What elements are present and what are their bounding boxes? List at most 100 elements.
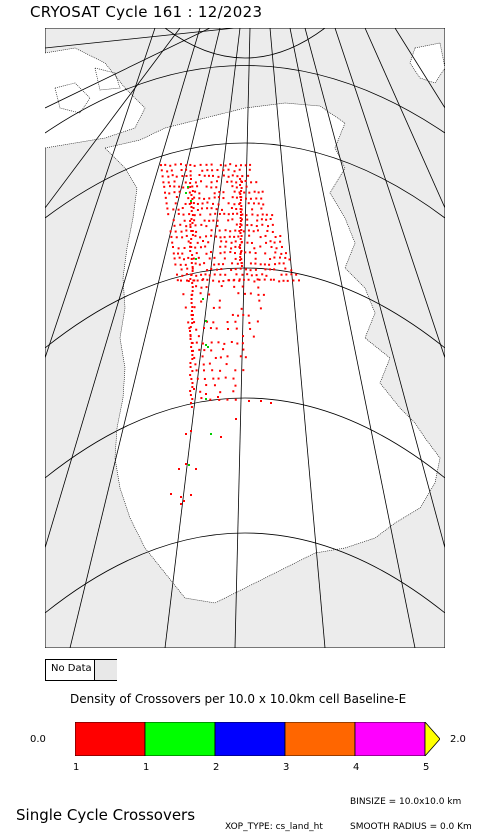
crossover-point [219,369,222,372]
crossover-point [240,208,243,211]
crossover-point [206,320,209,323]
crossover-point [282,262,285,265]
crossover-point [190,298,193,300]
crossover-point [249,262,252,265]
crossover-point [193,164,196,167]
crossover-point [191,354,194,356]
crossover-point [189,390,192,392]
crossover-point [213,273,216,276]
crossover-point [189,362,192,364]
crossover-point [249,292,252,295]
crossover-point [200,397,203,400]
crossover-point [239,251,242,254]
crossover-point [212,321,215,324]
scale-tick-label: 5 [423,762,430,773]
crossover-point [211,174,214,177]
crossover-point [280,245,283,248]
crossover-point [180,496,182,498]
crossover-point [238,203,241,206]
crossover-point [170,235,173,238]
crossover-point [182,293,185,296]
crossover-point [174,263,177,266]
crossover-point [203,262,206,265]
crossover-point [203,349,206,352]
crossover-point [267,225,270,228]
crossover-point [219,391,222,394]
crossover-point [186,279,189,282]
crossover-point [211,369,214,372]
coastlines [45,42,445,604]
crossover-point [238,278,241,281]
crossover-point [220,240,223,243]
crossover-point [193,306,196,309]
smooth-radius-label: SMOOTH RADIUS = 0.0 Km [350,822,472,832]
crossover-point [181,274,184,277]
color-scale-bar [75,722,440,756]
crossover-point [231,212,234,215]
crossover-point [231,196,234,199]
crossover-point [239,232,242,234]
crossover-point [256,214,259,217]
crossover-point [167,175,170,178]
crossover-point [227,168,230,171]
crossover-point [272,278,275,281]
crossover-point [268,263,271,266]
crossover-point [199,236,202,239]
crossover-point [208,274,211,277]
crossover-point [213,256,216,259]
crossover-point [185,192,187,194]
crossover-point [251,208,254,211]
crossover-point [189,186,192,188]
crossover-point [196,202,199,205]
crossover-point [254,268,257,271]
crossover-point [184,263,187,266]
crossover-point [205,320,207,322]
crossover-point [190,346,193,348]
crossover-point [240,241,243,243]
crossover-point [205,235,208,238]
crossover-point [189,242,192,244]
crossover-point [257,293,260,296]
crossover-point [191,266,194,268]
crossover-point [189,326,192,328]
crossover-point [191,386,194,388]
crossover-point [180,169,183,172]
density-title: Density of Crossovers per 10.0 x 10.0km … [70,692,407,706]
crossover-point [191,254,194,256]
greenland-land [105,103,440,603]
crossover-point [216,224,219,227]
crossover-point [170,169,173,172]
crossover-point [199,213,202,216]
crossover-point [219,164,222,167]
crossover-point [208,219,211,222]
crossover-point [229,230,232,233]
crossover-point [192,257,195,260]
crossover-point [169,230,172,233]
crossover-point [254,262,257,265]
crossover-point [245,197,248,200]
crossover-point [234,268,237,271]
crossover-point [189,178,192,180]
crossover-point [210,163,213,166]
crossover-point [171,241,174,244]
crossover-point [239,259,242,261]
crossover-point [181,252,184,255]
crossover-point [172,252,175,255]
crossover-point [250,274,253,277]
crossover-point [235,418,237,420]
crossover-point [257,191,260,194]
crossover-point [161,175,164,178]
crossover-point [240,205,243,207]
crossover-point [191,267,194,270]
crossover-point [217,377,220,380]
crossover-point [230,247,233,250]
crossover-point [255,181,258,184]
crossover-map[interactable] [45,28,445,648]
crossover-point [230,207,233,210]
crossover-point [190,238,193,240]
crossover-point [219,245,222,248]
crossover-point [198,192,201,195]
crossover-point [270,245,273,248]
crossover-point [236,175,239,178]
crossover-point [233,252,236,255]
